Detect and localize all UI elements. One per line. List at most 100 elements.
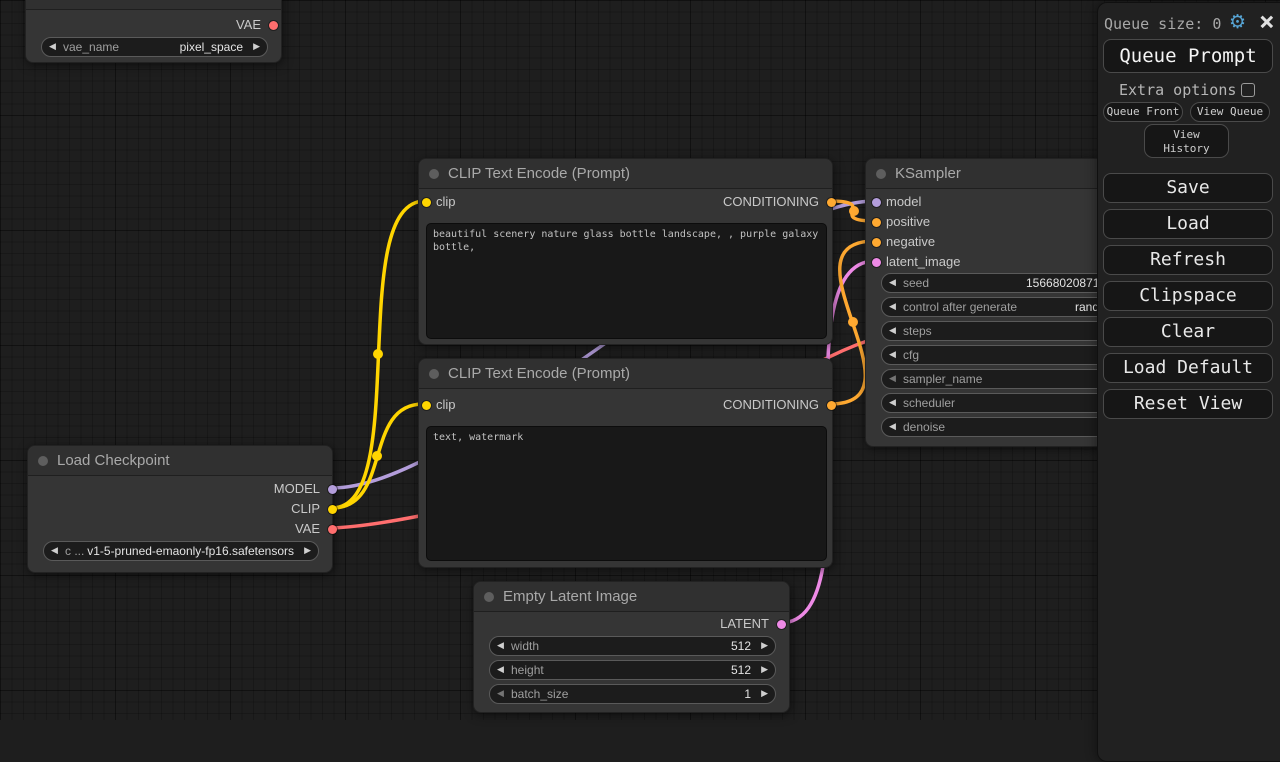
output-slot-label: CONDITIONING bbox=[722, 397, 819, 412]
node-title: CLIP Text Encode (Prompt) bbox=[448, 365, 631, 382]
widget-value: 15668020871 bbox=[1026, 276, 1100, 290]
CLIP-output-slot[interactable] bbox=[327, 504, 337, 514]
decrement-arrow-icon[interactable]: ◀ bbox=[889, 374, 896, 384]
widget-steps[interactable]: ◀▶steps bbox=[881, 321, 1126, 341]
node-title-bar[interactable]: KSampler bbox=[866, 159, 1139, 189]
clip-input-slot[interactable] bbox=[421, 197, 431, 207]
increment-arrow-icon[interactable]: ▶ bbox=[761, 665, 768, 675]
input-slot-label: positive bbox=[886, 214, 931, 229]
output-slot-label: MODEL bbox=[273, 481, 320, 496]
vae-loader-node[interactable]: VAE ◀ ▶ vae_name pixel_space bbox=[25, 0, 282, 63]
increment-arrow-icon[interactable]: ▶ bbox=[761, 641, 768, 651]
output-slot-label: VAE bbox=[235, 17, 261, 32]
empty-latent-image-node[interactable]: Empty Latent Image LATENT ◀ ▶ width 512 ◀ ▶ heig… bbox=[473, 581, 790, 713]
MODEL-output-slot[interactable] bbox=[327, 484, 337, 494]
increment-arrow-icon[interactable]: ▶ bbox=[304, 546, 311, 556]
output-slot-label: CLIP bbox=[291, 501, 320, 516]
load-default-button[interactable]: Load Default bbox=[1103, 353, 1273, 383]
node-title: CLIP Text Encode (Prompt) bbox=[448, 165, 631, 182]
clip-input-slot[interactable] bbox=[421, 400, 431, 410]
input-slot-label: latent_image bbox=[886, 254, 961, 269]
node-title: Load Checkpoint bbox=[57, 452, 170, 469]
widget-batch-size[interactable]: ◀ ▶ batch_size 1 bbox=[489, 684, 776, 704]
widget-value: pixel_space bbox=[179, 40, 243, 54]
decrement-arrow-icon[interactable]: ◀ bbox=[889, 422, 896, 432]
decrement-arrow-icon[interactable]: ◀ bbox=[889, 326, 896, 336]
collapse-dot-icon[interactable] bbox=[429, 369, 439, 379]
widget-label: seed bbox=[903, 276, 930, 290]
widget-label: cfg bbox=[903, 348, 920, 362]
clear-button[interactable]: Clear bbox=[1103, 317, 1273, 347]
widget-label: sampler_name bbox=[903, 372, 983, 386]
model-input-slot[interactable] bbox=[871, 197, 881, 207]
extra-options-checkbox[interactable] bbox=[1241, 83, 1255, 97]
decrement-arrow-icon[interactable]: ◀ bbox=[889, 302, 896, 312]
output-slot-label: LATENT bbox=[720, 616, 769, 631]
widget-sampler-name[interactable]: ◀▶sampler_name bbox=[881, 369, 1126, 389]
node-title: Empty Latent Image bbox=[503, 588, 638, 605]
decrement-arrow-icon[interactable]: ◀ bbox=[49, 42, 56, 52]
decrement-arrow-icon[interactable]: ◀ bbox=[889, 398, 896, 408]
collapse-dot-icon[interactable] bbox=[38, 456, 48, 466]
decrement-arrow-icon[interactable]: ◀ bbox=[497, 689, 504, 699]
load-checkpoint-node[interactable]: Load Checkpoint MODEL CLIP VAE ◀ ▶ c ... v1-5-p… bbox=[27, 445, 337, 573]
output-slot-label: CONDITIONING bbox=[722, 194, 819, 209]
CONDITIONING-output-slot[interactable] bbox=[826, 197, 836, 207]
collapse-dot-icon[interactable] bbox=[429, 169, 439, 179]
decrement-arrow-icon[interactable]: ◀ bbox=[889, 350, 896, 360]
clip-text-encode-negative-node[interactable]: CLIP Text Encode (Prompt) clip CONDITIONIN… bbox=[418, 358, 836, 568]
prompt-textarea[interactable]: beautiful scenery nature glass bottle la… bbox=[426, 223, 827, 339]
node-title-bar[interactable]: Empty Latent Image bbox=[474, 582, 789, 612]
queue-prompt-button[interactable]: Queue Prompt bbox=[1103, 39, 1273, 73]
increment-arrow-icon[interactable]: ▶ bbox=[761, 689, 768, 699]
widget-height[interactable]: ◀ ▶ height 512 bbox=[489, 660, 776, 680]
reset-view-button[interactable]: Reset View bbox=[1103, 389, 1273, 419]
VAE-output-slot[interactable] bbox=[268, 20, 278, 30]
increment-arrow-icon[interactable]: ▶ bbox=[253, 42, 260, 52]
collapse-dot-icon[interactable] bbox=[876, 169, 886, 179]
widget-value: 512 bbox=[730, 663, 751, 677]
gear-icon[interactable]: ⚙ bbox=[1229, 11, 1247, 33]
node-title-bar[interactable]: Load Checkpoint bbox=[28, 446, 332, 476]
queue-front-button[interactable]: Queue Front bbox=[1103, 102, 1183, 122]
clip-text-encode-positive-node[interactable]: CLIP Text Encode (Prompt) clip CONDITIONIN… bbox=[418, 158, 836, 345]
node-title-bar[interactable]: CLIP Text Encode (Prompt) bbox=[419, 159, 832, 189]
save-button[interactable]: Save bbox=[1103, 173, 1273, 203]
extra-options-label: Extra options bbox=[1119, 81, 1237, 99]
clipspace-button[interactable]: Clipspace bbox=[1103, 281, 1273, 311]
node-title-bar[interactable]: CLIP Text Encode (Prompt) bbox=[419, 359, 832, 389]
collapse-dot-icon[interactable] bbox=[484, 592, 494, 602]
refresh-button[interactable]: Refresh bbox=[1103, 245, 1273, 275]
widget-control-after-generate[interactable]: ◀▶control after generaterandomize bbox=[881, 297, 1126, 317]
widget-denoise[interactable]: ◀▶denoise bbox=[881, 417, 1126, 437]
positive-input-slot[interactable] bbox=[871, 217, 881, 227]
decrement-arrow-icon[interactable]: ◀ bbox=[51, 546, 58, 556]
widget-vae-name[interactable]: ◀ ▶ vae_name pixel_space bbox=[41, 37, 268, 57]
widget-label: batch_size bbox=[511, 687, 569, 701]
decrement-arrow-icon[interactable]: ◀ bbox=[497, 665, 504, 675]
close-icon[interactable]: × bbox=[1259, 7, 1275, 37]
load-button[interactable]: Load bbox=[1103, 209, 1273, 239]
widget-label: height bbox=[511, 663, 544, 677]
widget-label: denoise bbox=[903, 420, 946, 434]
CONDITIONING-output-slot[interactable] bbox=[826, 400, 836, 410]
node-title-bar[interactable] bbox=[26, 0, 281, 10]
negative-input-slot[interactable] bbox=[871, 237, 881, 247]
decrement-arrow-icon[interactable]: ◀ bbox=[497, 641, 504, 651]
latent_image-input-slot[interactable] bbox=[871, 257, 881, 267]
VAE-output-slot[interactable] bbox=[327, 524, 337, 534]
view-queue-button[interactable]: View Queue bbox=[1190, 102, 1270, 122]
widget-scheduler[interactable]: ◀▶scheduler bbox=[881, 393, 1126, 413]
widget-cfg[interactable]: ◀▶cfg bbox=[881, 345, 1126, 365]
widget-c-[interactable]: ◀ ▶ c ... v1-5-pruned-emaonly-fp16.safetens… bbox=[43, 541, 319, 561]
widget-value: 512 bbox=[730, 639, 751, 653]
decrement-arrow-icon[interactable]: ◀ bbox=[889, 278, 896, 288]
widget-label: steps bbox=[903, 324, 932, 338]
view-history-button[interactable]: View History bbox=[1144, 124, 1229, 158]
prompt-textarea[interactable]: text, watermark bbox=[426, 426, 827, 561]
widget-label: scheduler bbox=[903, 396, 956, 410]
widget-label: width bbox=[511, 639, 540, 653]
LATENT-output-slot[interactable] bbox=[776, 619, 786, 629]
widget-width[interactable]: ◀ ▶ width 512 bbox=[489, 636, 776, 656]
